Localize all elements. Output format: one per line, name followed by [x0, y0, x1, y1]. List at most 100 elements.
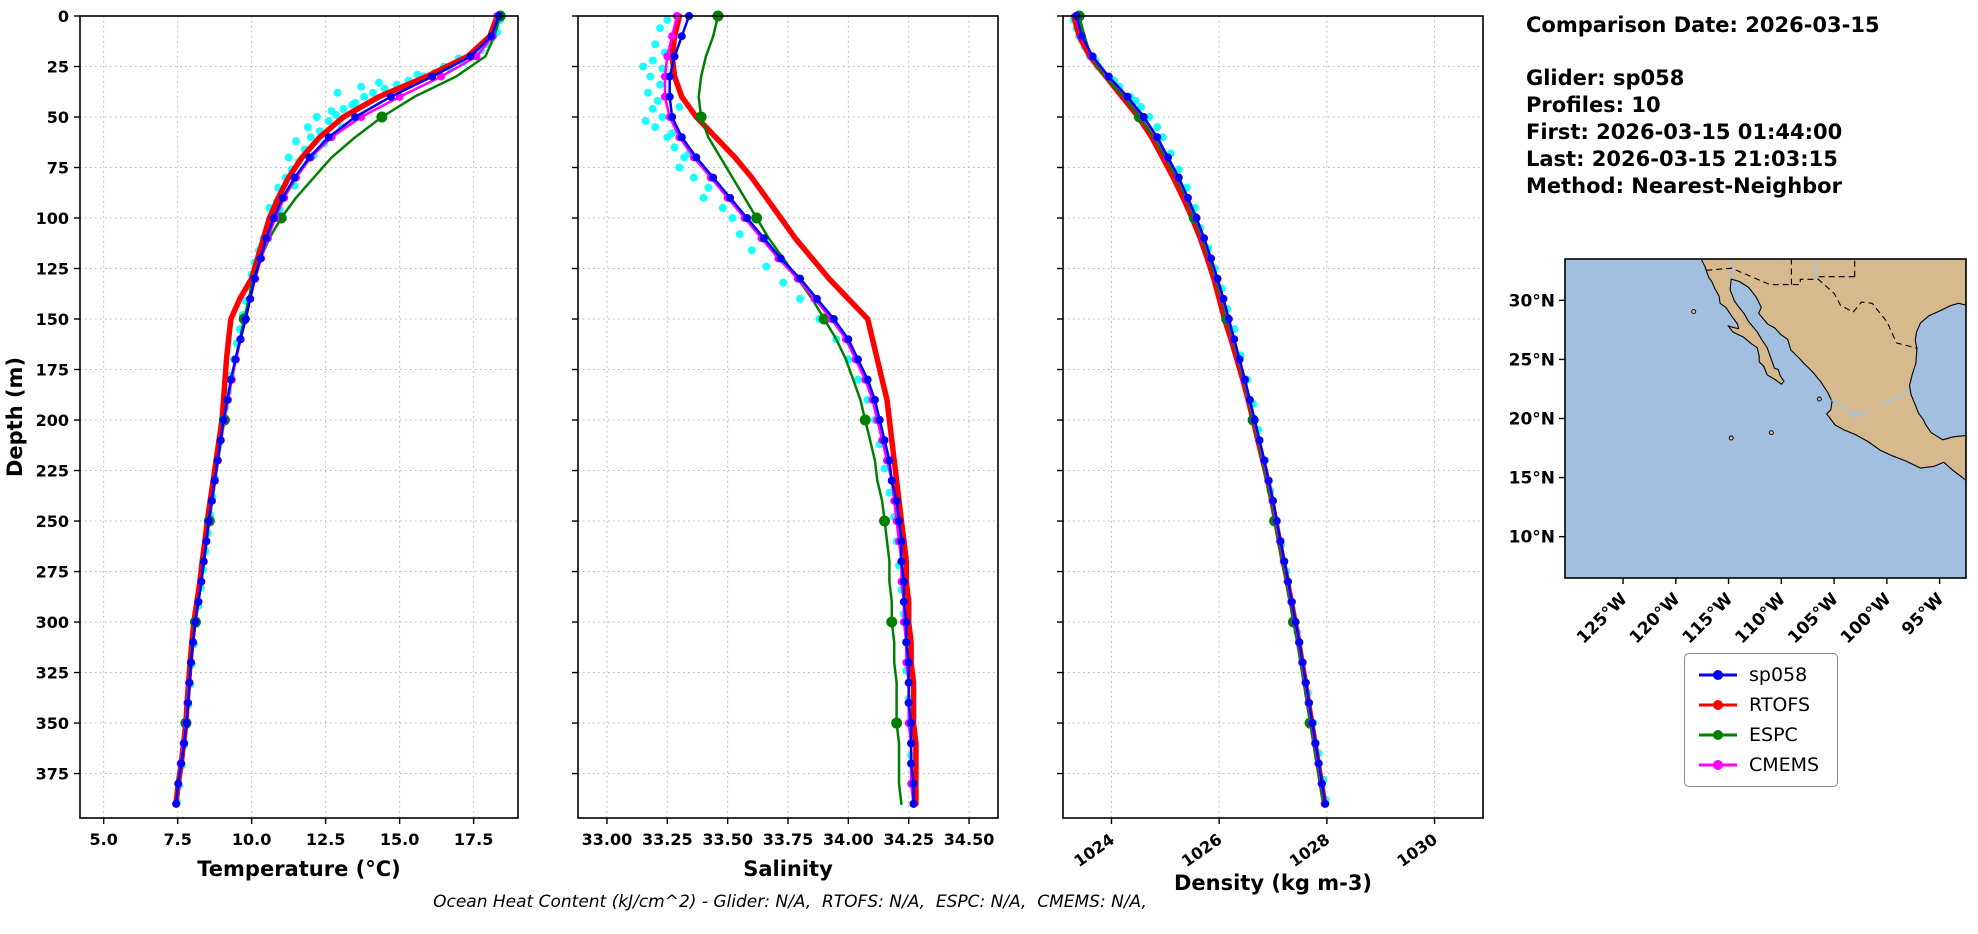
method-text: Method: Nearest-Neighbor — [1526, 174, 1842, 198]
svg-text:250: 250 — [36, 512, 69, 531]
glider-scatter — [1069, 16, 1330, 804]
svg-text:115°W: 115°W — [1679, 589, 1738, 648]
svg-text:325: 325 — [36, 664, 69, 683]
svg-text:10°N: 10°N — [1509, 528, 1555, 548]
series-RTOFS — [1071, 13, 1328, 807]
island — [1691, 309, 1697, 315]
svg-text:12.5: 12.5 — [306, 830, 345, 849]
svg-text:1024: 1024 — [1070, 830, 1117, 871]
svg-text:25: 25 — [47, 58, 69, 77]
legend-marker-CMEMS — [1699, 760, 1737, 770]
density-x-label: Density (kg m-3) — [1174, 871, 1372, 895]
ocean-heat-content-footer: Ocean Heat Content (kJ/cm^2) - Glider: N… — [433, 892, 1147, 912]
svg-text:105°W: 105°W — [1784, 589, 1843, 648]
svg-text:150: 150 — [36, 310, 69, 329]
svg-text:10.0: 10.0 — [232, 830, 271, 849]
svg-text:34.25: 34.25 — [883, 830, 934, 849]
axes: 5.0 7.5 10.0 12.5 15.0 17.5 0 25 50 75 100 125 150 17… — [36, 7, 519, 849]
series-sp058 — [665, 12, 918, 808]
y-axis-label: Depth (m) — [3, 357, 27, 477]
grid — [578, 15, 998, 818]
y-axis — [572, 15, 578, 775]
series-sp058 — [1072, 12, 1330, 808]
island — [1816, 396, 1822, 402]
grid — [1063, 15, 1483, 818]
legend-label: RTOFS — [1749, 694, 1811, 716]
svg-text:125°W: 125°W — [1573, 589, 1632, 648]
y-axis: 0 25 50 75 100 125 150 175 200 225 250 275 300 325 350… — [36, 7, 80, 784]
svg-text:300: 300 — [36, 613, 69, 632]
first-time-text: First: 2026-03-15 01:44:00 — [1526, 120, 1843, 144]
svg-text:25°N: 25°N — [1509, 350, 1555, 370]
temperature-profile-chart: 5.0 7.5 10.0 12.5 15.0 17.5 0 25 50 75 100 125 150 17… — [3, 7, 519, 881]
svg-text:95°W: 95°W — [1898, 589, 1948, 639]
svg-text:350: 350 — [36, 714, 69, 733]
svg-text:50: 50 — [47, 108, 69, 127]
legend-item-RTOFS: RTOFS — [1697, 694, 1819, 716]
info-gap — [1526, 39, 1976, 65]
svg-text:1028: 1028 — [1286, 830, 1333, 871]
svg-text:34.50: 34.50 — [944, 830, 995, 849]
legend-item-CMEMS: CMEMS — [1697, 754, 1819, 776]
svg-text:5.0: 5.0 — [90, 830, 118, 849]
density-profile-chart: 1024 1026 1028 1030 Density (kg m-3) — [1057, 10, 1484, 895]
legend: sp058 RTOFS ESPC CMEMS — [1684, 653, 1839, 787]
rivers — [1730, 258, 1910, 415]
svg-text:175: 175 — [36, 361, 69, 380]
series-RTOFS — [669, 13, 919, 807]
legend-item-sp058: sp058 — [1697, 664, 1819, 686]
glider-name-text: Glider: sp058 — [1526, 66, 1685, 90]
svg-text:17.5: 17.5 — [454, 830, 493, 849]
svg-text:0: 0 — [58, 7, 69, 26]
y-axis — [1057, 15, 1063, 775]
svg-text:110°W: 110°W — [1731, 589, 1790, 648]
info-panel: Comparison Date: 2026-03-15 Glider: sp05… — [1526, 12, 1976, 200]
svg-text:125: 125 — [36, 260, 69, 279]
svg-text:33.75: 33.75 — [763, 830, 814, 849]
legend-item-ESPC: ESPC — [1697, 724, 1819, 746]
legend-marker-ESPC — [1699, 730, 1737, 740]
svg-text:100°W: 100°W — [1837, 589, 1896, 648]
svg-text:33.50: 33.50 — [702, 830, 753, 849]
x-axis: 33.00 33.25 33.50 33.75 34.00 34.25 34.50 — [582, 818, 995, 849]
island — [1768, 430, 1774, 436]
series-sp058 — [172, 12, 503, 808]
legend-marker-sp058 — [1699, 670, 1737, 680]
svg-text:120°W: 120°W — [1626, 589, 1685, 648]
island — [1728, 435, 1734, 441]
svg-text:1026: 1026 — [1178, 830, 1225, 871]
svg-text:7.5: 7.5 — [163, 830, 191, 849]
svg-text:1030: 1030 — [1393, 830, 1440, 871]
legend-label: CMEMS — [1749, 754, 1820, 776]
svg-text:75: 75 — [47, 159, 69, 178]
grid — [80, 15, 518, 818]
salinity-x-label: Salinity — [743, 857, 833, 881]
series-CMEMS — [660, 12, 918, 808]
x-axis: 5.0 7.5 10.0 12.5 15.0 17.5 — [90, 818, 493, 849]
legend-label: ESPC — [1749, 724, 1798, 746]
land — [1691, 258, 1967, 482]
comparison-date-text: Comparison Date: 2026-03-15 — [1526, 13, 1880, 37]
x-axis: 1024 1026 1028 1030 — [1070, 818, 1441, 871]
svg-text:33.25: 33.25 — [642, 830, 693, 849]
series-CMEMS — [1071, 12, 1329, 808]
svg-text:33.00: 33.00 — [582, 830, 633, 849]
svg-text:100: 100 — [36, 209, 69, 228]
svg-text:275: 275 — [36, 563, 69, 582]
legend-marker-RTOFS — [1699, 700, 1737, 710]
profiles-count-text: Profiles: 10 — [1526, 93, 1661, 117]
country-borders — [1706, 259, 1918, 349]
axes: 1024 1026 1028 1030 — [1057, 15, 1484, 871]
svg-text:20°N: 20°N — [1509, 410, 1555, 430]
last-time-text: Last: 2026-03-15 21:03:15 — [1526, 147, 1838, 171]
location-map: 30°N 25°N 20°N 15°N 10°N 125°W120°W115°W110°W… — [1509, 258, 1967, 648]
svg-text:225: 225 — [36, 462, 69, 481]
svg-text:34.00: 34.00 — [823, 830, 874, 849]
svg-text:15.0: 15.0 — [380, 830, 419, 849]
svg-text:375: 375 — [36, 765, 69, 784]
svg-text:30°N: 30°N — [1509, 291, 1555, 311]
svg-text:15°N: 15°N — [1509, 469, 1555, 489]
svg-text:200: 200 — [36, 411, 69, 430]
axes: 33.00 33.25 33.50 33.75 34.00 34.25 34.50 — [572, 15, 999, 849]
salinity-profile-chart: 33.00 33.25 33.50 33.75 34.00 34.25 34.50 Salin… — [572, 10, 999, 881]
